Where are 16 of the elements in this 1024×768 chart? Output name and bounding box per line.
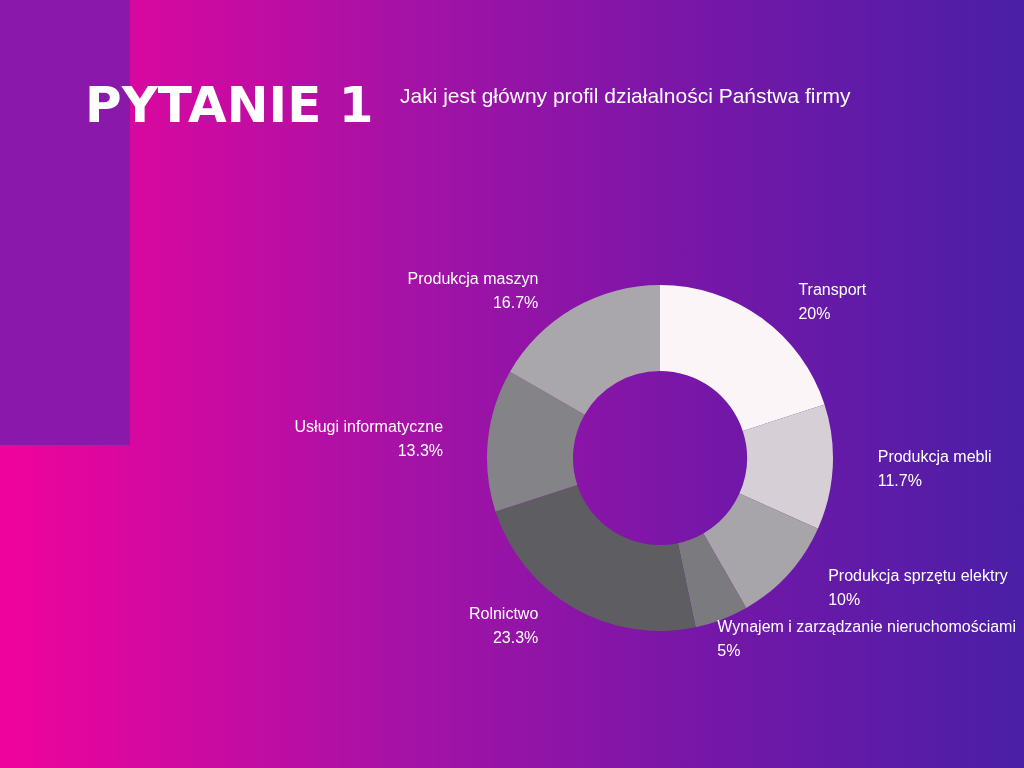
slice-label: Produkcja sprzętu elektry <box>828 566 1008 584</box>
slice-label: Usługi informatyczne <box>294 417 444 435</box>
data-label: 10% <box>828 590 861 608</box>
data-label: 20% <box>798 305 831 323</box>
slice-label: Produkcja mebli <box>877 447 992 465</box>
slice-label: Produkcja maszyn <box>407 270 539 288</box>
data-label: 11.7% <box>877 471 922 489</box>
data-label: 5% <box>717 641 741 659</box>
data-label: 23.3% <box>492 628 539 646</box>
data-label: 16.7% <box>492 294 539 312</box>
slice-label: Rolnictwo <box>468 604 539 622</box>
slice-label: Transport <box>798 281 867 299</box>
slice-label: Wynajem i zarządzanie nieruchomościami <box>717 617 1016 635</box>
chart-subtitle: Jaki jest główny profil działalności Państwa firmy <box>400 84 852 107</box>
data-label: 13.3% <box>397 441 444 459</box>
chart-title: PYTANIE 1 <box>85 76 374 134</box>
